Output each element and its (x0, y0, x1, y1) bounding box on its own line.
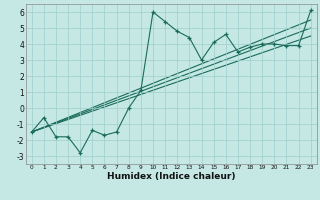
X-axis label: Humidex (Indice chaleur): Humidex (Indice chaleur) (107, 172, 236, 181)
